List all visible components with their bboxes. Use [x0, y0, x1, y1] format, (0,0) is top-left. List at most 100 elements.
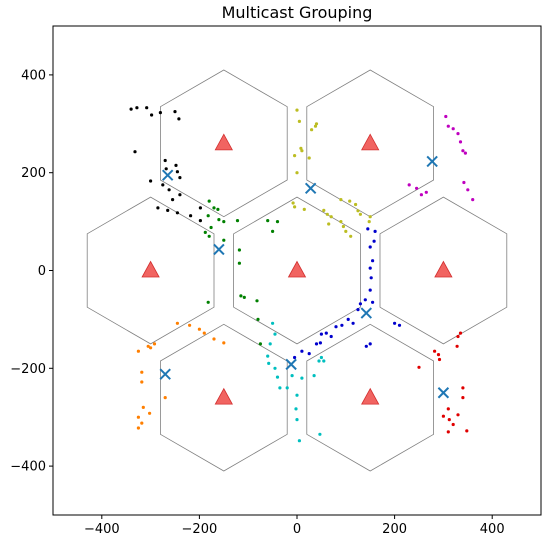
user-point-g1-24 [198, 219, 202, 223]
user-point-g8-7 [417, 365, 421, 369]
user-point-g2-19 [206, 300, 210, 304]
x-tick-label: −400 [84, 522, 120, 537]
user-point-g8-3 [455, 344, 459, 348]
user-point-g5-16 [397, 323, 402, 327]
user-point-g3-1 [295, 108, 299, 112]
user-point-g5-26 [293, 355, 297, 360]
user-point-g4-11 [415, 186, 419, 190]
hexagon-cells [86, 69, 508, 472]
base-station-marker-3 [361, 133, 380, 151]
user-point-g6-9 [285, 386, 289, 390]
base-stations [141, 133, 453, 405]
user-point-g1-5 [173, 110, 177, 114]
user-point-g6-7 [275, 375, 280, 379]
user-point-g1-20 [166, 208, 170, 212]
y-tick-label: −200 [10, 362, 46, 377]
user-point-g5-18 [334, 325, 338, 329]
user-point-g6-15 [319, 355, 323, 360]
user-point-g5-9 [363, 298, 367, 302]
user-point-g8-5 [436, 353, 441, 357]
user-point-g5-20 [319, 332, 323, 336]
user-point-g4-14 [471, 198, 475, 202]
hexagon-cell-1 [233, 196, 361, 345]
user-point-g1-1 [129, 107, 133, 111]
user-point-g5-12 [356, 308, 360, 312]
user-point-g7-11 [140, 370, 144, 374]
user-point-g3-21 [356, 209, 360, 213]
user-point-g6-4 [266, 354, 270, 358]
user-point-g2-4 [206, 214, 210, 218]
user-point-g7-3 [197, 327, 201, 331]
user-point-g6-6 [273, 366, 277, 370]
user-point-g3-17 [329, 215, 333, 219]
user-point-g6-1 [271, 321, 275, 325]
user-point-g5-4 [368, 245, 372, 249]
user-point-g3-24 [341, 224, 345, 229]
group-centroid-marker-3 [304, 182, 317, 195]
user-point-g2-14 [275, 220, 280, 224]
user-point-g8-2 [456, 334, 460, 339]
user-point-g3-25 [344, 229, 348, 233]
chart-title: Multicast Grouping [222, 3, 373, 22]
user-point-g1-14 [149, 179, 153, 183]
user-point-g3-13 [302, 207, 306, 211]
user-point-g2-5 [217, 218, 221, 222]
user-point-g2-10 [207, 234, 211, 238]
user-point-g2-22 [258, 342, 262, 346]
user-point-g2-2 [212, 206, 216, 210]
user-point-g4-9 [466, 188, 470, 192]
user-point-g3-27 [368, 215, 372, 219]
base-station-marker-5 [434, 260, 453, 278]
group-centroids [159, 155, 450, 399]
user-point-g1-22 [198, 206, 202, 210]
user-point-g3-20 [354, 202, 358, 207]
user-point-g2-8 [209, 225, 213, 230]
user-point-g8-10 [446, 407, 450, 411]
user-point-g3-14 [322, 208, 326, 212]
user-point-g6-14 [318, 432, 322, 436]
user-point-g3-26 [349, 234, 353, 238]
user-point-g5-19 [324, 331, 328, 335]
user-point-g5-6 [368, 266, 372, 270]
y-tick-label: −400 [10, 460, 46, 475]
user-point-g7-2 [188, 323, 192, 327]
user-point-g3-12 [293, 205, 297, 209]
user-point-g7-7 [149, 346, 153, 350]
user-point-g1-17 [178, 193, 182, 197]
user-point-g3-2 [314, 122, 319, 126]
user-point-g1-6 [150, 113, 154, 117]
hexagon-cell-5 [379, 196, 508, 345]
user-point-g5-22 [318, 341, 322, 345]
user-point-g5-27 [364, 344, 368, 348]
user-point-g3-8 [293, 154, 297, 158]
y-tick-label: 200 [21, 166, 46, 181]
x-axis-ticks: −400 −200 0 200 400 [84, 515, 505, 537]
user-point-g4-12 [419, 193, 423, 197]
user-point-g7-1 [175, 321, 179, 325]
user-point-g2-12 [266, 219, 270, 223]
user-point-g7-8 [146, 344, 150, 348]
user-point-g7-4 [202, 331, 206, 335]
user-point-g5-14 [351, 321, 355, 325]
user-point-g7-5 [212, 337, 216, 341]
user-point-g5-3 [372, 239, 376, 243]
user-point-g7-9 [152, 342, 157, 346]
user-point-g1-7 [177, 117, 181, 121]
user-point-g1-8 [133, 150, 137, 154]
hexagon-cell-6 [159, 323, 288, 472]
hexagon-cell-2 [159, 69, 288, 218]
user-point-g1-4 [158, 111, 162, 115]
user-point-g7-12 [140, 380, 144, 384]
user-point-g6-16 [322, 359, 326, 363]
user-point-g7-17 [140, 421, 144, 425]
user-point-g2-6 [222, 220, 226, 224]
user-point-g5-5 [371, 259, 375, 263]
user-point-g8-14 [451, 422, 455, 427]
user-point-g3-18 [339, 198, 343, 202]
user-point-g8-13 [447, 418, 451, 422]
user-point-g1-23 [189, 214, 193, 218]
user-point-g4-7 [463, 151, 467, 155]
user-point-g1-10 [174, 163, 178, 167]
